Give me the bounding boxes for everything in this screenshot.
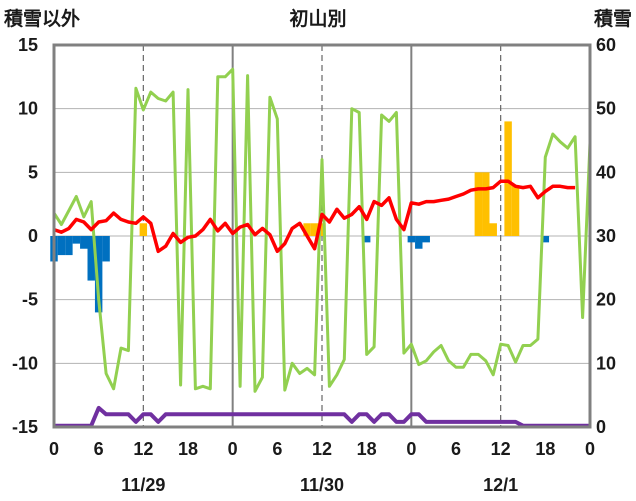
positive-bar: [504, 121, 512, 236]
date-label: 11/29: [121, 475, 165, 495]
x-tick-label: 6: [94, 439, 104, 459]
right-axis-label: 積雪: [594, 7, 632, 30]
temperature-line: [53, 179, 576, 254]
negative-bar: [72, 236, 81, 244]
positive-bar: [310, 223, 319, 236]
snow-depth-line: [52, 67, 592, 393]
negative-bar: [422, 236, 430, 243]
y-left-tick-label: 0: [28, 226, 38, 246]
date-label: 11/30: [300, 475, 344, 495]
bottom-series-line: [54, 405, 590, 428]
y-right-tick-label: 20: [596, 290, 616, 310]
x-tick-label: 12: [133, 439, 153, 459]
x-tick-label: 6: [451, 439, 461, 459]
x-tick-label: 18: [535, 439, 555, 459]
y-left-tick-label: 5: [28, 162, 38, 182]
negative-bar: [87, 236, 95, 281]
y-right-tick-label: 10: [596, 353, 616, 373]
y-left-tick-label: 15: [18, 35, 38, 55]
y-left-tick-label: 10: [18, 99, 38, 119]
positive-bar: [139, 223, 148, 236]
plot-frame: [52, 43, 592, 429]
left-axis-label: 積雪以外: [4, 7, 80, 30]
y-right-tick-label: 40: [596, 162, 616, 182]
positive-bar: [318, 223, 326, 236]
negative-bar: [80, 236, 88, 249]
y-left-tick-label: -5: [22, 290, 38, 310]
bars-layer: [50, 121, 550, 313]
y-left-tick-label: -10: [12, 353, 38, 373]
x-tick-label: 12: [491, 439, 511, 459]
negative-bar: [65, 236, 73, 256]
x-tick-label: 0: [49, 439, 59, 459]
y-right-tick-label: 50: [596, 99, 616, 119]
negative-bar: [57, 236, 66, 256]
x-tick-label: 0: [228, 439, 238, 459]
negative-bar: [415, 236, 423, 249]
x-tick-label: 18: [357, 439, 377, 459]
negative-bar: [94, 236, 103, 313]
date-label: 12/1: [483, 475, 518, 495]
x-tick-label: 0: [406, 439, 416, 459]
negative-bar: [407, 236, 416, 243]
y-right-tick-label: 30: [596, 226, 616, 246]
y-right-tick-label: 60: [596, 35, 616, 55]
positive-bar: [482, 172, 490, 236]
x-tick-label: 6: [272, 439, 282, 459]
y-left-tick-label: -15: [12, 417, 38, 437]
positive-bar: [489, 223, 497, 236]
positive-bar: [474, 172, 483, 236]
positive-bar: [303, 223, 311, 236]
lines-layer: [52, 67, 592, 428]
y-right-tick-label: 0: [596, 417, 606, 437]
positive-bar: [511, 185, 520, 236]
x-tick-label: 12: [312, 439, 332, 459]
x-tick-label: 0: [585, 439, 595, 459]
chart-title: 初山別: [289, 7, 346, 30]
negative-bar: [102, 236, 110, 262]
x-tick-label: 18: [178, 439, 198, 459]
negative-bar: [541, 236, 550, 243]
negative-bar: [362, 236, 371, 243]
